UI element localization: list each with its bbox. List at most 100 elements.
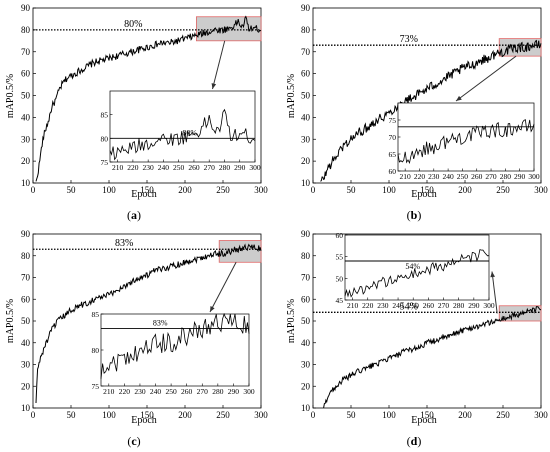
x-tick-label: 250	[216, 410, 230, 420]
inset-x-tick-label: 210	[400, 172, 412, 181]
inset-y-tick-label: 45	[336, 296, 344, 305]
x-axis-label: Epoch	[411, 415, 437, 426]
zoom-arrow-head	[490, 271, 495, 278]
x-tick-label: 200	[178, 185, 192, 195]
y-tick-label: 20	[301, 156, 311, 166]
inset-y-tick-label: 75	[101, 158, 109, 167]
x-tick-label: 0	[31, 185, 36, 195]
x-tick-label: 100	[382, 410, 396, 420]
inset-x-tick-label: 260	[188, 163, 200, 172]
x-tick-label: 250	[216, 185, 230, 195]
y-axis-label: mAP0.5/%	[5, 74, 16, 118]
inset-series-line	[109, 108, 256, 161]
inset-x-tick-label: 260	[471, 172, 483, 181]
y-tick-label: 20	[21, 381, 31, 391]
y-tick-label: 40	[301, 338, 311, 348]
x-tick-label: 200	[458, 410, 472, 420]
inset-x-tick-label: 210	[103, 387, 115, 396]
inset-series-line	[100, 312, 250, 379]
inset-x-tick-label: 210	[112, 163, 124, 172]
inset-x-tick-label: 230	[143, 163, 155, 172]
inset-series-line	[344, 249, 490, 298]
y-tick-label: 30	[301, 360, 311, 370]
inset-plot-area	[397, 102, 535, 172]
inset-x-tick-label: 240	[150, 387, 162, 396]
y-tick-label: 60	[301, 294, 311, 304]
inset-y-tick-label: 50	[336, 274, 344, 283]
y-tick-label: 60	[21, 294, 31, 304]
x-tick-label: 50	[67, 185, 77, 195]
inset-x-tick-label: 280	[500, 172, 512, 181]
y-tick-label: 90	[301, 3, 311, 13]
inset-x-tick-label: 280	[453, 301, 465, 310]
x-tick-label: 150	[140, 410, 154, 420]
x-tick-label: 300	[254, 410, 268, 420]
inset-series-line	[397, 119, 535, 164]
inset-x-tick-label: 260	[181, 387, 193, 396]
inset-y-tick-label: 75	[92, 382, 100, 391]
reference-label: 80%	[124, 19, 142, 30]
x-tick-label: 200	[178, 410, 192, 420]
y-tick-label: 80	[21, 25, 31, 35]
y-tick-label: 10	[301, 403, 311, 413]
y-tick-label: 60	[21, 69, 31, 79]
inset-x-tick-label: 230	[428, 172, 440, 181]
series-line	[323, 305, 542, 408]
panel-label-d: (d)	[407, 434, 422, 448]
y-tick-label: 70	[301, 273, 311, 283]
chart-panel-c: 0 50 100 150 200 250 300 10 20 30 40 50 60 70 80 90 Epoc…	[5, 229, 268, 426]
x-axis-label: Epoch	[411, 189, 437, 200]
x-tick-label: 300	[534, 185, 548, 195]
panel-label-b: (b)	[407, 208, 422, 222]
inset-reference-label: 54%	[405, 262, 420, 271]
panel-label-a: (a)	[127, 208, 141, 222]
y-tick-label: 50	[21, 316, 31, 326]
chart-panel-a: 0 50 100 150 200 250 300 10 20 30 40 50 60 70 80 90 Epoc…	[5, 3, 268, 200]
inset-x-tick-label: 240	[442, 172, 454, 181]
x-tick-label: 300	[254, 185, 268, 195]
x-tick-label: 50	[347, 410, 357, 420]
y-tick-label: 80	[301, 251, 311, 261]
inset-x-tick-label: 240	[158, 163, 170, 172]
y-tick-label: 40	[21, 338, 31, 348]
inset-y-tick-label: 75	[389, 116, 397, 125]
inset-x-tick-label: 290	[234, 163, 246, 172]
series-line	[35, 15, 262, 182]
zoom-arrow-head	[210, 306, 215, 312]
y-axis-label: mAP0.5/%	[5, 299, 16, 343]
y-axis-label: mAP0.5/%	[286, 74, 297, 118]
x-tick-label: 150	[420, 185, 434, 195]
y-tick-label: 10	[301, 178, 311, 188]
inset-x-tick-label: 250	[165, 387, 177, 396]
y-tick-label: 10	[21, 403, 31, 413]
inset-reference-label: 83%	[153, 318, 168, 327]
inset-x-tick-label: 220	[414, 172, 426, 181]
inset-x-tick-label: 300	[528, 172, 540, 181]
inset-x-tick-label: 230	[134, 387, 146, 396]
zoom-arrow	[455, 55, 517, 102]
inset-x-tick-label: 270	[197, 387, 209, 396]
inset-y-tick-label: 60	[336, 231, 344, 240]
y-tick-label: 80	[301, 25, 311, 35]
y-tick-label: 90	[301, 229, 311, 239]
x-tick-label: 200	[458, 185, 472, 195]
inset-x-tick-label: 260	[423, 301, 435, 310]
y-tick-label: 10	[21, 178, 31, 188]
x-tick-label: 0	[311, 185, 316, 195]
inset-x-tick-label: 280	[219, 163, 231, 172]
chart-panel-b: 0 50 100 150 200 250 300 10 20 30 40 50 60 70 80 90 Epoc…	[286, 3, 548, 200]
y-tick-label: 40	[301, 112, 311, 122]
zoom-arrow	[212, 40, 226, 90]
inset-x-tick-label: 250	[408, 301, 420, 310]
inset-y-tick-label: 80	[92, 346, 100, 355]
x-tick-label: 0	[31, 410, 36, 420]
y-tick-label: 70	[21, 273, 31, 283]
x-tick-label: 100	[102, 410, 116, 420]
y-tick-label: 50	[301, 316, 311, 326]
reference-label: 54%	[400, 301, 418, 312]
x-axis-label: Epoch	[131, 189, 157, 200]
series-line	[35, 243, 262, 404]
zoom-region	[218, 240, 262, 263]
zoom-arrow-head	[456, 95, 462, 101]
